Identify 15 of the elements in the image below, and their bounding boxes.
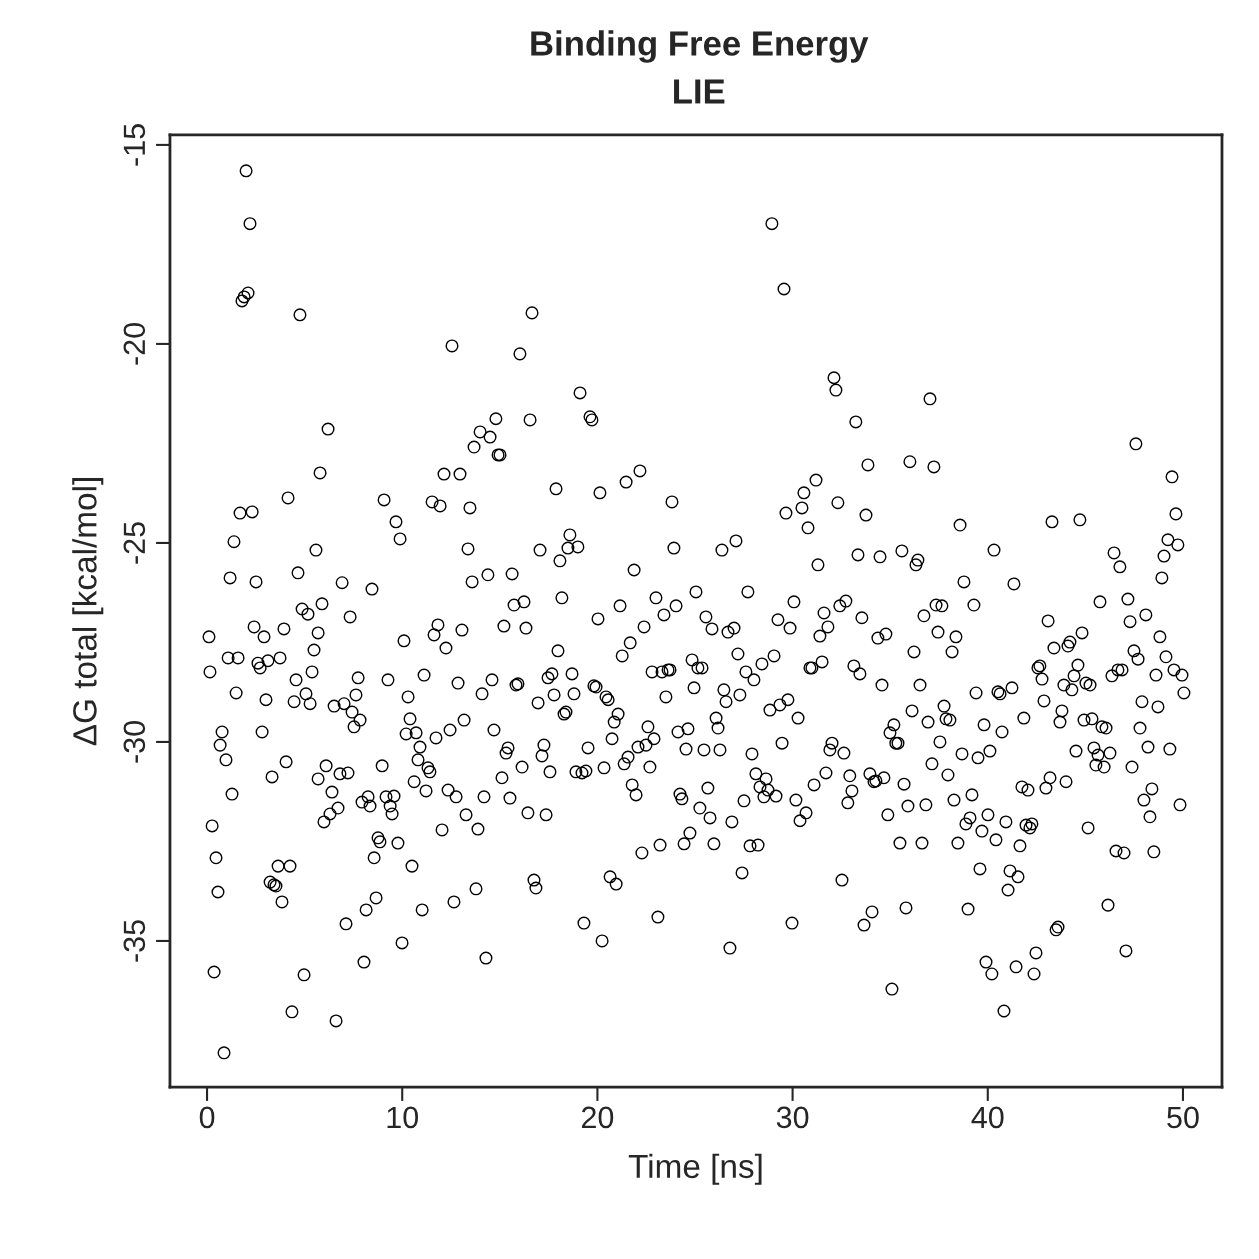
y-tick-label: -20 <box>123 323 146 365</box>
x-tick-label: 10 <box>387 1106 419 1129</box>
x-axis-title: Time [ns] <box>628 1153 762 1185</box>
chart-title: Binding Free Energy <box>531 30 869 63</box>
x-tick-label: 50 <box>1167 1106 1199 1129</box>
x-tick-label: 0 <box>199 1106 215 1129</box>
y-tick-label: -25 <box>123 522 146 564</box>
x-tick-label: 40 <box>971 1106 1004 1129</box>
x-tick-label: 30 <box>776 1106 809 1129</box>
y-axis-title: ΔG total [kcal/mol] <box>72 478 104 746</box>
x-tick-label: 20 <box>581 1106 614 1129</box>
y-tick-label: -35 <box>123 920 146 962</box>
y-tick-label: -30 <box>123 721 146 763</box>
y-tick-label: -15 <box>123 124 146 166</box>
chart-subtitle: LIE <box>674 79 725 104</box>
